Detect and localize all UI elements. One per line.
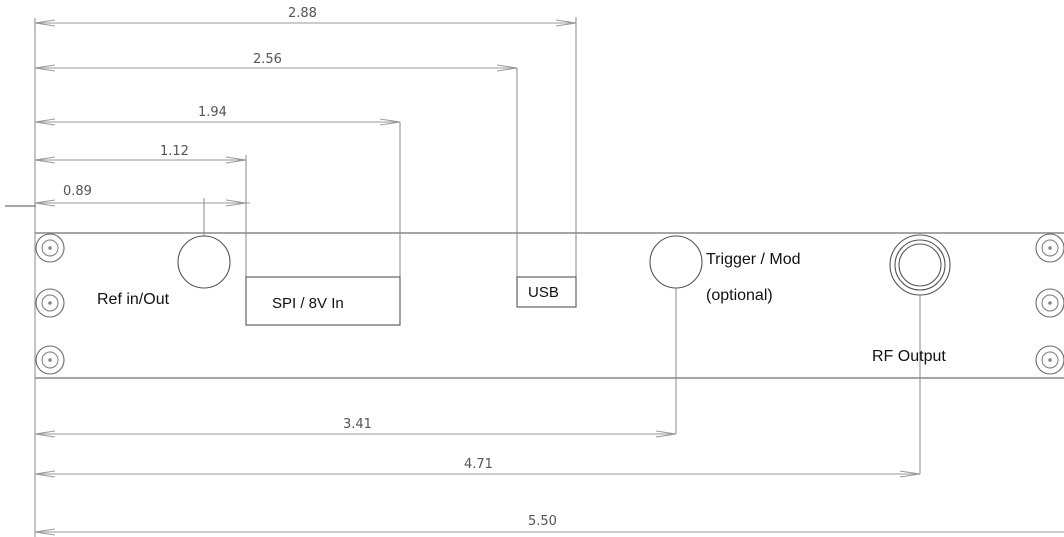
dimension-ref-center: 0.89 (34, 184, 250, 248)
dimension-value: 4.71 (464, 457, 493, 472)
dimension-overall-width: 5.50 (34, 514, 1064, 536)
usb-label: USB (528, 284, 559, 301)
spi-connector: SPI / 8V In (245, 276, 401, 326)
mounting-screws-right (1035, 233, 1064, 375)
screw-icon (35, 233, 65, 263)
spi-connector-outline (245, 276, 401, 326)
dimension-usb-right: 2.88 (34, 6, 577, 282)
dimension-value: 3.41 (343, 417, 372, 432)
dimension-value: 0.89 (63, 184, 92, 199)
dimension-value: 1.12 (160, 144, 189, 159)
dimension-rf-center: 4.71 (34, 280, 921, 478)
usb-connector: USB (516, 276, 577, 308)
ref-label: Ref in/Out (97, 291, 170, 308)
dimension-usb-left: 2.56 (34, 52, 518, 282)
trigger-label-line1: Trigger / Mod (706, 251, 801, 268)
screw-icon (35, 288, 65, 318)
rf-label: RF Output (872, 348, 946, 365)
screw-icon (1035, 345, 1064, 375)
rf-output-connector: RF Output (872, 234, 951, 365)
ref-connector: Ref in/Out (97, 235, 231, 308)
usb-connector-outline (516, 276, 577, 308)
screw-icon (1035, 233, 1064, 263)
ref-connector-icon (177, 235, 231, 289)
trigger-connector: Trigger / Mod (optional) (649, 235, 801, 304)
dimension-spi-left: 1.12 (34, 144, 247, 278)
dimension-spi-right: 1.94 (34, 105, 401, 277)
trigger-label-line2: (optional) (706, 287, 773, 304)
dimension-value: 2.88 (288, 6, 317, 21)
dimension-value: 2.56 (253, 52, 282, 67)
dimension-value: 1.94 (198, 105, 227, 120)
screw-icon (35, 345, 65, 375)
screw-icon (1035, 288, 1064, 318)
dimension-value: 5.50 (528, 514, 557, 529)
trigger-connector-icon (649, 235, 703, 289)
mounting-screws-left (35, 233, 65, 375)
spi-label: SPI / 8V In (272, 295, 344, 312)
dimension-trigger-center: 3.41 (34, 262, 677, 438)
panel-outline (5, 205, 1064, 379)
